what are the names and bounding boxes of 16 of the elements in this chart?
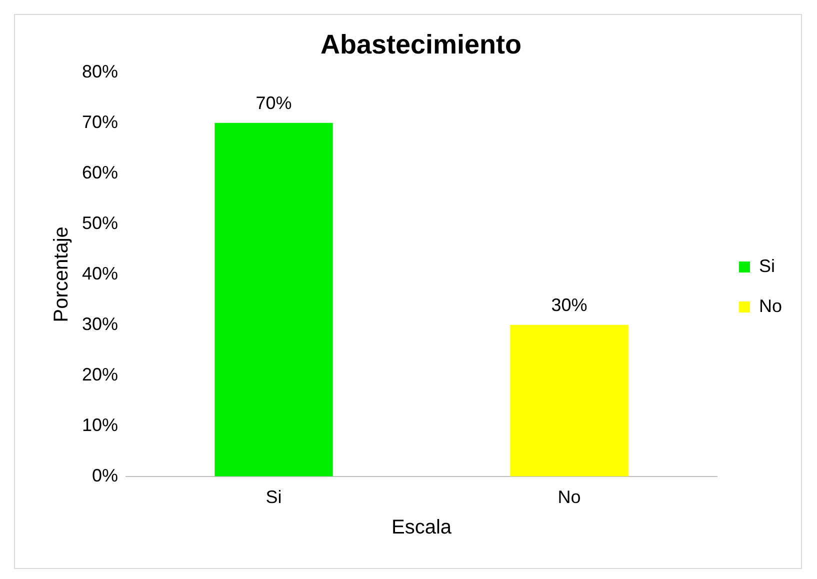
y-tick-label: 0% [92, 465, 118, 486]
chart-title: Abastecimiento [320, 30, 522, 60]
y-tick-label: 70% [82, 112, 118, 132]
legend-label: Si [758, 256, 776, 276]
data-label: 70% [256, 92, 292, 113]
data-label: 30% [551, 294, 588, 315]
y-tick-label: 50% [82, 212, 118, 233]
y-tick-label: 60% [82, 162, 118, 182]
y-axis-title: Porcentaje [50, 226, 73, 322]
x-axis-title: Escala [391, 516, 452, 539]
y-tick-label: 10% [82, 414, 118, 435]
legend-label: No [758, 296, 782, 316]
y-tick-label: 40% [82, 263, 118, 284]
y-tick-label: 20% [82, 364, 118, 384]
y-tick-label: 80% [82, 61, 118, 82]
y-tick-label: 30% [82, 314, 118, 334]
